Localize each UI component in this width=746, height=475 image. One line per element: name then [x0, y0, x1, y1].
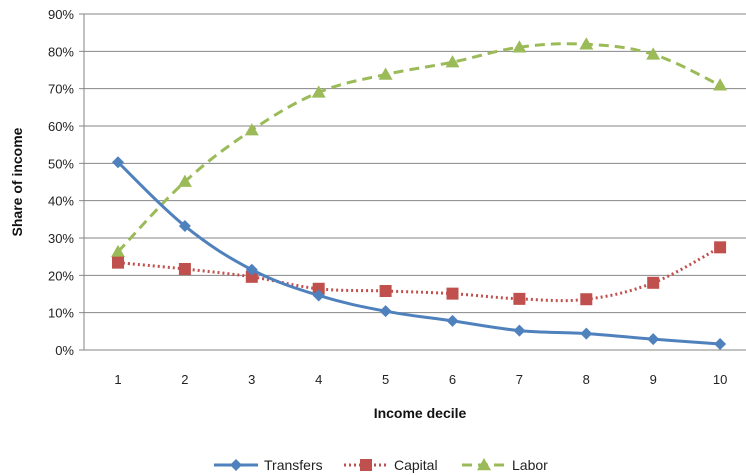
legend-label: Labor: [512, 457, 548, 473]
gridlines: [84, 13, 746, 314]
y-tick-labels: 0% 10% 20% 30% 40% 50% 60% 70% 80% 90%: [48, 7, 84, 358]
data-point-square: [112, 256, 124, 269]
data-point-diamond: [245, 263, 258, 276]
legend-label: Transfers: [264, 457, 323, 473]
series-labor: [111, 37, 728, 258]
x-tick-label: 4: [315, 372, 322, 387]
series-group: [111, 37, 728, 351]
x-tick-label: 9: [650, 372, 657, 387]
legend-label: Capital: [394, 457, 438, 473]
data-point-diamond: [178, 220, 191, 233]
data-point-triangle: [378, 67, 393, 80]
data-point-diamond: [647, 333, 660, 346]
data-point-square: [312, 282, 325, 295]
data-point-diamond: [230, 459, 242, 471]
y-tick-label: 80%: [48, 44, 74, 59]
data-point-diamond: [312, 289, 325, 302]
y-axis-title: Share of income: [9, 127, 25, 236]
data-point-square: [245, 270, 258, 283]
y-tick-label: 40%: [48, 194, 74, 209]
data-point-square: [178, 262, 191, 275]
y-tick-label: 10%: [48, 306, 74, 321]
data-point-triangle: [311, 85, 326, 98]
x-tick-label: 2: [181, 372, 188, 387]
x-axis-title: Income decile: [374, 405, 467, 421]
series-line-capital: [117, 246, 721, 303]
x-tick-label: 6: [449, 372, 456, 387]
data-point-diamond: [446, 314, 459, 327]
axes: [83, 14, 746, 351]
data-point-triangle: [177, 174, 192, 187]
data-point-diamond: [714, 338, 727, 351]
data-point-square: [714, 241, 727, 254]
data-point-triangle: [111, 244, 125, 258]
x-tick-label: 8: [583, 372, 590, 387]
legend-item-capital: Capital: [344, 457, 438, 473]
data-point-diamond: [580, 327, 593, 340]
data-point-triangle: [579, 37, 594, 50]
data-point-diamond: [379, 305, 392, 318]
data-point-square: [580, 293, 593, 306]
legend-item-transfers: Transfers: [214, 457, 323, 473]
data-point-square: [360, 459, 372, 471]
data-point-triangle: [646, 47, 661, 60]
data-point-diamond: [112, 156, 124, 169]
data-point-square: [379, 285, 392, 298]
y-tick-label: 0%: [55, 343, 74, 358]
series-capital: [112, 241, 727, 306]
x-tick-label: 5: [382, 372, 389, 387]
data-point-square: [647, 276, 660, 289]
x-tick-label: 7: [516, 372, 523, 387]
y-tick-label: 90%: [48, 7, 74, 22]
y-tick-label: 30%: [48, 231, 74, 246]
data-point-square: [513, 292, 526, 305]
legend: Transfers Capital Labor: [214, 457, 548, 473]
x-tick-label: 10: [713, 372, 727, 387]
legend-item-labor: Labor: [462, 457, 548, 473]
data-point-diamond: [513, 324, 526, 337]
series-line-labor: [116, 42, 721, 253]
data-point-triangle: [713, 78, 728, 91]
x-tick-labels: 1 2 3 4 5 6 7 8 9 10: [114, 372, 727, 387]
data-point-triangle: [477, 458, 491, 471]
series-line-transfers: [116, 161, 721, 346]
series-transfers: [112, 156, 727, 351]
data-point-square: [446, 287, 459, 300]
data-point-triangle: [445, 55, 460, 68]
y-tick-label: 20%: [48, 268, 74, 283]
y-tick-label: 60%: [48, 119, 74, 134]
data-point-triangle: [512, 40, 527, 53]
y-tick-label: 70%: [48, 82, 74, 97]
data-point-triangle: [244, 123, 259, 136]
x-tick-label: 1: [114, 372, 121, 387]
y-tick-label: 50%: [48, 156, 74, 171]
x-tick-label: 3: [248, 372, 255, 387]
